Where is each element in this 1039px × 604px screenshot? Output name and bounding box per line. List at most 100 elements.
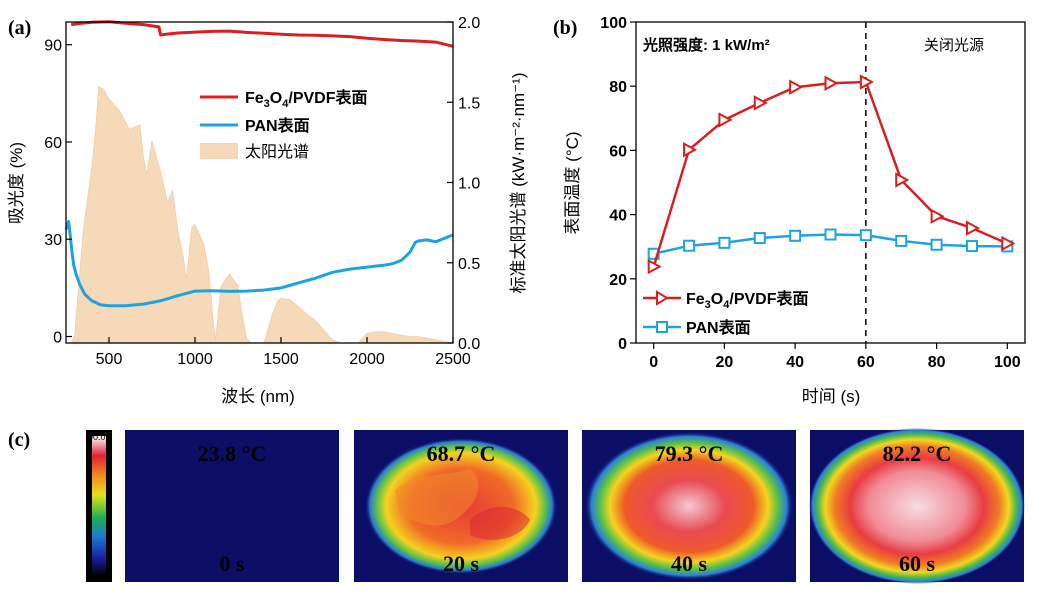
x-tick-label-a: 1500 — [263, 351, 299, 368]
legend-label-fe3o4: Fe3O4/PVDF表面 — [245, 88, 368, 110]
thermal-hotspot-detail — [395, 468, 479, 526]
data-point-pan — [753, 232, 766, 245]
y-tick-label-b: 0 — [618, 336, 627, 353]
temperature-lines — [647, 74, 1016, 275]
x-tick-label-a: 2000 — [349, 351, 385, 368]
legend-label-solar: 太阳光谱 — [245, 143, 309, 161]
data-point-fe3o4 — [824, 75, 839, 91]
data-point-pan — [930, 238, 943, 251]
thermal-time-label: 40 s — [671, 551, 708, 576]
panel-label-c: (c) — [8, 429, 30, 451]
annotation-light-intensity: 光照强度: 1 kW/m² — [642, 36, 770, 54]
thermal-time-label: 60 s — [899, 551, 936, 576]
colorbar: 90.0 25.0 — [86, 430, 112, 583]
y-axis-label-a-left: 吸光度 (%) — [7, 142, 26, 224]
x-tick-label-b: 80 — [928, 354, 946, 371]
data-point-fe3o4 — [965, 220, 981, 236]
thermal-time-label: 20 s — [443, 551, 480, 576]
legend-label-fe3o4-b: Fe3O4/PVDF表面 — [686, 289, 809, 311]
solar-spectrum-area — [70, 85, 454, 344]
thermal-frame-20s: 68.7 °C 20 s — [354, 430, 568, 582]
legend-swatch-solar — [200, 143, 238, 159]
thermal-frame-60s: 82.2 °C 60 s — [809, 428, 1025, 584]
plot-frame-b — [635, 21, 1026, 344]
y-tick-label-b: 80 — [609, 79, 627, 96]
y-tick-label-b: 20 — [609, 272, 627, 289]
panel-label-b: (b) — [553, 17, 577, 39]
thermal-temp-label: 82.2 °C — [883, 441, 952, 466]
y-tick-label-a-right: 0.5 — [458, 256, 480, 273]
solar-spectrum-area-path — [70, 85, 454, 344]
y-tick-label-a-right: 1.0 — [458, 176, 480, 193]
data-point-fe3o4 — [647, 258, 662, 275]
thermal-frame-40s: 79.3 °C 40 s — [582, 430, 796, 582]
x-tick-label-b: 60 — [857, 354, 875, 371]
data-point-fe3o4 — [718, 112, 733, 128]
x-tick-label-a: 2500 — [435, 351, 471, 368]
thermal-frame-0: 23.8 °C 0 s — [125, 430, 339, 582]
thermal-hotspot — [585, 432, 793, 580]
data-point-fe3o4 — [930, 208, 945, 224]
legend-label-pan-b: PAN表面 — [686, 318, 751, 337]
colorbar-gradient — [92, 436, 106, 576]
panel-c: (c) 90.0 25.0 23.8 °C 0 s 68.7 °C 20 s 7… — [8, 428, 1025, 584]
y-tick-label-a-right: 1.5 — [458, 95, 480, 112]
x-tick-label-b: 20 — [716, 354, 734, 371]
thermal-temp-label: 68.7 °C — [427, 441, 496, 466]
data-point-pan — [859, 229, 872, 242]
thermal-frame-background — [125, 430, 339, 582]
thermal-hotspot-detail — [470, 506, 530, 540]
colorbar-max-label: 90.0 — [88, 432, 106, 442]
legend-label-pan: PAN表面 — [245, 116, 310, 135]
legend-b: Fe3O4/PVDF表面 PAN表面 — [643, 289, 809, 337]
y-tick-label-a-right: 0.0 — [458, 336, 480, 353]
absorbance-lines — [64, 20, 454, 308]
data-point-pan — [718, 236, 731, 249]
x-tick-label-a: 1000 — [177, 351, 213, 368]
y-tick-label-a-left: 90 — [44, 38, 62, 55]
data-point-fe3o4 — [683, 142, 698, 158]
annotation-light-off: 关闭光源 — [924, 37, 984, 54]
legend-marker-triangle — [656, 290, 669, 306]
y-tick-label-a-left: 60 — [44, 135, 62, 152]
axes-b: 0 20 40 60 80 100 0 20 40 60 80 100 — [600, 15, 1020, 371]
panel-b: (b) 0 20 40 60 80 100 0 20 40 60 80 100 光照强度: 1 kW/… — [553, 15, 1026, 406]
legend-marker-square — [656, 321, 668, 333]
x-axis-label-b: 时间 (s) — [802, 387, 861, 406]
y-axis-label-a-right: 标准太阳光谱 (kW·m⁻²·nm⁻¹) — [509, 73, 528, 294]
y-axis-label-b: 表面温度 (°C) — [563, 131, 582, 234]
axes-a: 500 1000 1500 2000 2500 0 30 60 90 0.0 0.5 1.0 1.5 2.… — [44, 15, 480, 368]
panel-a: (a) 500 1000 1500 2000 2500 0 30 60 90 0.0 0.5 1.0 1… — [7, 15, 528, 406]
x-tick-label-b: 0 — [649, 354, 658, 371]
colorbar-min-label: 25.0 — [88, 573, 106, 583]
series-line-pan — [64, 219, 454, 308]
y-tick-label-b: 100 — [600, 15, 627, 32]
data-point-pan — [965, 240, 978, 253]
y-tick-label-b: 40 — [609, 208, 627, 225]
data-point-fe3o4 — [895, 172, 910, 188]
data-point-fe3o4 — [789, 79, 804, 95]
data-point-fe3o4 — [859, 74, 874, 90]
data-point-fe3o4 — [1001, 235, 1016, 252]
x-tick-label-b: 100 — [994, 354, 1021, 371]
data-point-pan — [789, 229, 802, 242]
x-tick-label-a: 500 — [96, 351, 123, 368]
y-tick-label-b: 60 — [609, 143, 627, 160]
thermal-temp-label: 79.3 °C — [655, 441, 724, 466]
data-point-pan — [895, 234, 908, 247]
y-tick-label-a-right: 2.0 — [458, 15, 480, 32]
panel-label-a: (a) — [8, 17, 31, 39]
thermal-hotspot — [809, 428, 1025, 584]
y-tick-label-a-left: 0 — [53, 330, 62, 347]
x-axis-label-a: 波长 (nm) — [221, 387, 295, 406]
thermal-time-label: 0 s — [219, 551, 245, 576]
thermal-temp-label: 23.8 °C — [198, 441, 267, 466]
data-point-pan — [824, 228, 837, 241]
legend-a: Fe3O4/PVDF表面 PAN表面 太阳光谱 — [200, 88, 368, 161]
data-point-pan — [683, 239, 696, 252]
series-line-fe3o4 — [70, 20, 454, 48]
x-tick-label-b: 40 — [786, 354, 804, 371]
y-tick-label-a-left: 30 — [44, 232, 62, 249]
data-point-fe3o4 — [753, 95, 768, 111]
